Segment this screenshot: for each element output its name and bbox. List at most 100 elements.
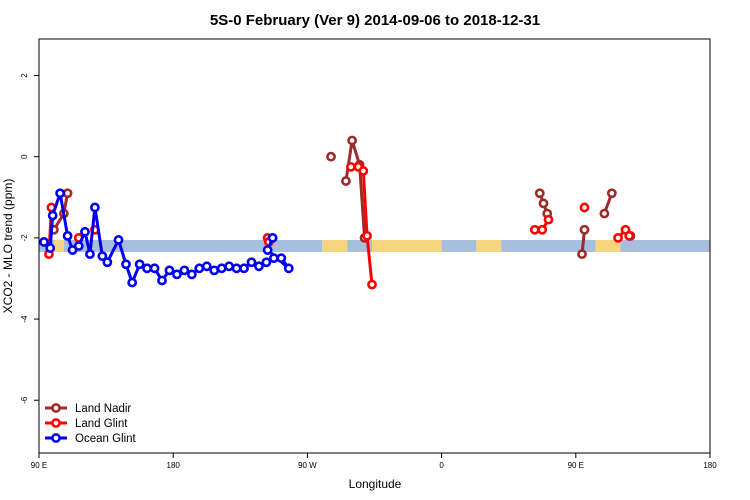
data-point xyxy=(283,263,294,274)
series-land-glint xyxy=(44,161,635,290)
x-tick-label: 180 xyxy=(703,461,717,470)
legend: Land Nadir Land Glint Ocean Glint xyxy=(45,403,137,445)
data-point xyxy=(209,265,220,276)
legend-label: Land Nadir xyxy=(75,403,131,415)
data-point xyxy=(149,263,160,274)
data-point xyxy=(254,261,264,272)
band-segment-9 xyxy=(595,240,621,252)
legend-marker xyxy=(51,403,61,413)
band-segment-1 xyxy=(53,240,64,252)
data-point xyxy=(186,269,197,280)
x-tick-label: 90 E xyxy=(568,461,584,470)
data-point xyxy=(62,230,73,241)
data-point xyxy=(73,241,84,251)
data-point xyxy=(239,263,249,274)
data-point xyxy=(231,263,242,274)
legend-item: Land Nadir xyxy=(45,403,131,415)
data-point xyxy=(45,243,56,253)
data-point xyxy=(97,251,108,262)
y-tick-label: 0 xyxy=(20,154,29,159)
data-point xyxy=(577,249,587,260)
data-point xyxy=(267,232,278,243)
data-point xyxy=(613,232,623,243)
legend-label: Land Glint xyxy=(75,418,128,430)
data-point xyxy=(268,253,279,264)
series-layer xyxy=(39,135,636,290)
data-point xyxy=(55,188,66,199)
x-tick-label: 90 E xyxy=(31,461,47,470)
data-point xyxy=(358,166,369,176)
data-point xyxy=(624,230,635,241)
data-point xyxy=(142,263,153,274)
y-tick-label: -2 xyxy=(20,234,29,242)
data-point xyxy=(579,202,590,213)
data-point xyxy=(201,261,212,272)
data-point xyxy=(347,135,358,146)
data-point xyxy=(179,265,190,276)
data-point xyxy=(80,226,90,237)
x-tick-label: 90 W xyxy=(298,461,317,470)
legend-item: Ocean Glint xyxy=(45,433,137,445)
band-segment-8 xyxy=(501,240,596,252)
data-point xyxy=(121,259,131,270)
data-point xyxy=(164,265,175,276)
legend-label: Ocean Glint xyxy=(75,433,137,445)
data-point xyxy=(262,245,273,255)
plot-area-frame xyxy=(38,38,711,454)
band-segment-7 xyxy=(476,240,502,252)
data-point xyxy=(216,263,227,274)
legend-marker xyxy=(51,433,61,443)
data-point xyxy=(367,279,377,290)
data-point xyxy=(537,224,548,235)
data-point xyxy=(362,230,372,241)
y-tick-label: -4 xyxy=(20,315,29,323)
data-point xyxy=(246,257,257,268)
data-point xyxy=(543,214,554,225)
data-point xyxy=(102,257,113,268)
y-tick-label: 2 xyxy=(20,73,29,78)
reference-band xyxy=(39,240,710,252)
y-axis-label: XCO2 - MLO trend (ppm) xyxy=(1,179,15,314)
data-point xyxy=(113,235,124,245)
data-point xyxy=(62,188,73,199)
chart-title: 5S-0 February (Ver 9) 2014-09-06 to 2018… xyxy=(210,12,540,29)
band-segment-5 xyxy=(372,240,442,252)
y-axis: 2 0 -2 -4 -6 xyxy=(20,73,39,404)
data-point xyxy=(157,275,167,286)
band-segment-2 xyxy=(63,240,323,252)
band-segment-6 xyxy=(441,240,477,252)
data-point xyxy=(134,259,145,270)
data-point xyxy=(172,269,182,280)
legend-marker xyxy=(51,418,61,428)
data-point xyxy=(538,198,549,209)
data-point xyxy=(39,237,49,247)
legend-item: Land Glint xyxy=(45,418,128,430)
data-point xyxy=(85,249,95,260)
series-ocean-glint xyxy=(39,188,294,288)
series-land-nadir xyxy=(49,135,636,260)
data-point xyxy=(341,176,351,186)
data-point xyxy=(534,188,545,199)
data-point xyxy=(326,151,336,162)
x-tick-label: 0 xyxy=(439,461,444,470)
data-point xyxy=(224,261,235,272)
data-point xyxy=(276,253,287,264)
band-segment-4 xyxy=(347,240,373,252)
data-point xyxy=(529,224,540,235)
y-tick-label: -6 xyxy=(20,396,29,404)
x-axis-label: Longitude xyxy=(349,477,402,491)
data-point xyxy=(345,161,356,172)
x-axis: 90 E 180 90 W 0 90 E 180 xyxy=(31,453,717,470)
data-point xyxy=(90,202,100,213)
data-point xyxy=(606,188,617,199)
band-segment-3 xyxy=(322,240,348,252)
series-line xyxy=(344,138,367,238)
x-tick-label: 180 xyxy=(167,461,181,470)
band-segment-10 xyxy=(620,240,710,252)
data-point xyxy=(47,210,58,221)
data-point xyxy=(579,224,590,235)
data-point xyxy=(194,263,205,274)
data-point xyxy=(127,277,138,288)
data-point xyxy=(261,257,272,268)
data-point xyxy=(599,208,610,219)
